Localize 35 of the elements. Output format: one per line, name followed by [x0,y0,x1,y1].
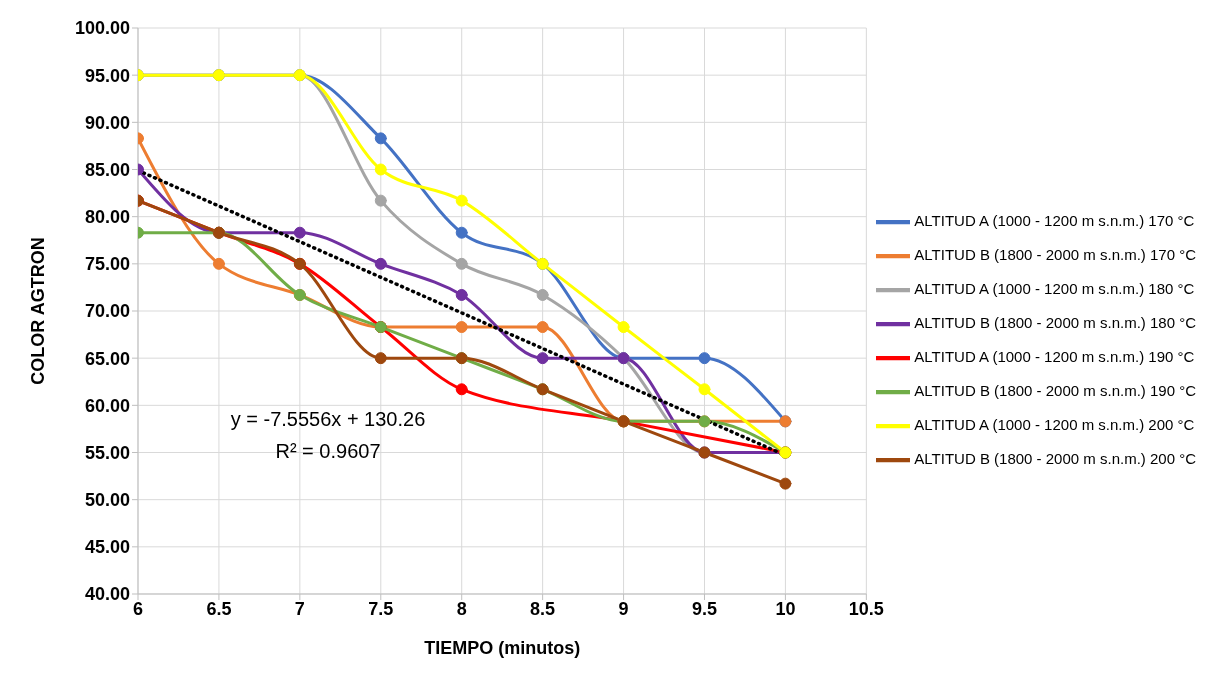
x-tick-label: 9 [618,598,629,619]
legend-label: ALTITUD A (1000 - 1200 m s.n.m.) 190 °C [914,347,1195,365]
y-tick-label: 75.00 [84,254,130,275]
x-tick-label: 7.5 [368,598,394,619]
annotation: y = -7.5556x + 130.26 [229,407,427,432]
x-tick-label: 7 [294,598,305,619]
legend-label: ALTITUD A (1000 - 1200 m s.n.m.) 170 °C [914,211,1195,229]
legend-label: ALTITUD A (1000 - 1200 m s.n.m.) 180 °C [914,279,1195,297]
legend-label: ALTITUD B (1800 - 2000 m s.n.m.) 170 °C [914,245,1196,263]
y-tick-label: 40.00 [84,584,130,605]
y-tick-label: 50.00 [84,490,130,511]
y-tick-label: 85.00 [84,159,130,180]
x-axis-title: TIEMPO (minutos) [424,638,581,658]
legend-label: ALTITUD B (1800 - 2000 m s.n.m.) 180 °C [914,313,1196,331]
x-tick-label: 10.5 [848,598,884,619]
legend-label: ALTITUD A (1000 - 1200 m s.n.m.) 200 °C [914,415,1195,433]
x-tick-label: 10 [775,598,796,619]
y-tick-label: 65.00 [84,348,130,369]
y-tick-label: 70.00 [84,301,130,322]
x-tick-label: 8 [456,598,467,619]
y-tick-label: 95.00 [84,65,130,86]
y-tick-label: 60.00 [84,395,130,416]
y-axis-title: COLOR AGTRON [28,237,49,385]
x-tick-label: 6.5 [206,598,232,619]
x-tick-label: 9.5 [691,598,718,619]
y-tick-label: 45.00 [84,537,130,558]
y-tick-label: 90.00 [84,112,130,133]
legend-label: ALTITUD B (1800 - 2000 m s.n.m.) 190 °C [914,381,1196,399]
legend-label: ALTITUD B (1800 - 2000 m s.n.m.) 200 °C [914,449,1196,467]
x-tick-label: 8.5 [530,598,556,619]
y-tick-label: 55.00 [84,442,130,463]
y-tick-label: 80.00 [84,207,130,228]
annotation: R² = 0.9607 [274,439,382,464]
y-tick-label: 100.00 [74,18,130,39]
x-tick-label: 6 [132,598,144,619]
